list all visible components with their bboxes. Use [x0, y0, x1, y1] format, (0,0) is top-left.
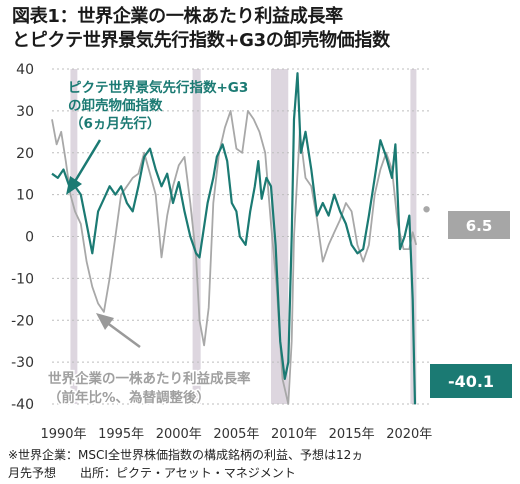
x-axis-ticks: 1990年 1995年 2000年 2005年 2010年 2015年 2020年 [40, 427, 432, 442]
forecast-point [423, 206, 430, 213]
teal-arrow-head [66, 176, 82, 195]
callout-value-gray: 6.5 [466, 217, 493, 235]
gray-annotation-line2: （前年比%、為替調整後） [48, 389, 210, 406]
chart-title-line2: とピクテ世界景気先行指数+G3の卸売物価指数 [12, 30, 390, 51]
recession-band-1 [192, 69, 201, 404]
x-tick-label-1: 1995年 [98, 427, 144, 442]
series-lines [51, 72, 430, 405]
x-tick-label-6: 2020年 [386, 427, 432, 442]
footnote-line2: 月先予想 出所：ピクテ・アセット・マネジメント [8, 466, 296, 480]
footnote-line1: ※世界企業：MSCI全世界株価指数の構成銘柄の利益、予想は12ヵ [8, 448, 364, 462]
y-axis-ticks: 40 30 20 10 0 -10 -20 -30 -40 [11, 62, 34, 413]
x-tick-label-0: 1990年 [40, 427, 86, 442]
callout-box-gray [448, 211, 510, 239]
y-tick-label-5: -10 [11, 271, 34, 287]
y-tick-label-1: 30 [16, 104, 34, 120]
y-tick-label-4: 0 [25, 230, 34, 246]
x-tick-label-4: 2010年 [271, 427, 317, 442]
gray-arrow-head [96, 313, 114, 330]
y-tick-label-8: -40 [11, 397, 34, 413]
y-tick-label-3: 10 [16, 188, 34, 204]
teal-annotation-line3: （6ヵ月先行） [70, 115, 160, 132]
gridlines [52, 68, 430, 405]
y-tick-label-7: -30 [11, 355, 34, 371]
y-tick-label-0: 40 [16, 62, 34, 78]
x-tick-label-3: 2005年 [213, 427, 259, 442]
teal-annotation-line1: ピクテ世界景気先行指数+G3 [68, 79, 248, 96]
callout-value-teal: -40.1 [448, 372, 494, 391]
y-tick-label-6: -20 [11, 313, 34, 329]
chart-title-line1: 図表1：世界企業の一株あたり利益成長率 [12, 6, 343, 27]
gray-arrow-shaft [105, 320, 141, 349]
callout-box-teal [430, 364, 512, 398]
annotations: ピクテ世界景気先行指数+G3の卸売物価指数（6ヵ月先行） 世界企業の一株あたり利益… [47, 79, 253, 408]
y-tick-label-2: 20 [16, 146, 34, 162]
series-line-1 [51, 110, 418, 405]
value-callouts: 6.5 -40.1 [430, 211, 512, 398]
x-tick-label-2: 2000年 [156, 427, 202, 442]
series-line-0 [51, 72, 417, 405]
teal-annotation-line2: の卸売物価指数 [68, 97, 163, 114]
x-tick-label-5: 2015年 [329, 427, 375, 442]
teal-arrow-shaft [72, 139, 102, 184]
gray-annotation-line1: 世界企業の一株あたり利益成長率 [48, 370, 251, 387]
